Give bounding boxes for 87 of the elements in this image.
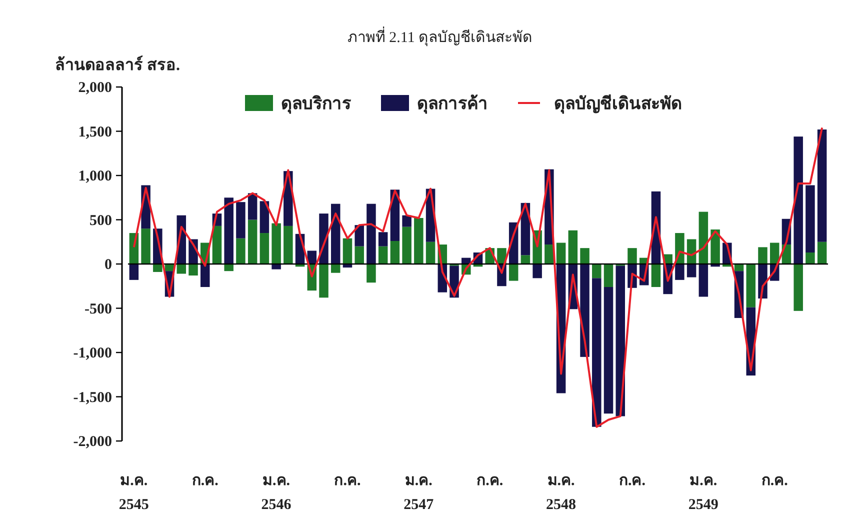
bar xyxy=(616,266,625,416)
x-tick-label: ม.ค. 2549 xyxy=(688,473,718,513)
bar xyxy=(260,233,270,264)
bar xyxy=(592,278,602,427)
x-tick-label: ก.ค. xyxy=(476,473,504,489)
y-tick-label: 0 xyxy=(104,257,112,273)
bar xyxy=(758,247,768,264)
bar xyxy=(378,232,388,246)
y-tick-label: -2,000 xyxy=(73,434,112,450)
y-tick-label: 1,000 xyxy=(78,168,112,184)
bar xyxy=(331,204,340,264)
y-tick-label: 1,500 xyxy=(78,124,112,140)
bar xyxy=(260,201,270,234)
x-tick-label: ม.ค. 2545 xyxy=(118,473,149,513)
bar xyxy=(604,264,614,288)
bar xyxy=(580,248,590,264)
bar xyxy=(272,223,281,264)
x-tick-label: ม.ค. 2548 xyxy=(546,473,576,513)
y-tick-label: -1,000 xyxy=(73,346,112,362)
bar xyxy=(248,193,258,220)
y-axis-title: ล้านดอลลาร์ สรอ. xyxy=(55,55,180,74)
bar xyxy=(746,264,756,308)
bar xyxy=(319,264,328,298)
bar xyxy=(224,264,234,272)
bar xyxy=(568,230,578,264)
bar xyxy=(794,136,803,264)
bar xyxy=(628,248,637,264)
bar xyxy=(806,252,815,264)
bar xyxy=(402,215,412,227)
legend-label: ดุลการค้า xyxy=(417,94,488,114)
x-tick-label: ก.ค. xyxy=(761,473,788,489)
bar xyxy=(331,264,340,273)
bar xyxy=(366,264,376,283)
bar xyxy=(686,264,696,278)
bar xyxy=(794,264,803,311)
bar xyxy=(817,242,827,264)
x-tick-label: ก.ค. xyxy=(334,473,361,489)
bar xyxy=(698,264,708,297)
bar xyxy=(580,264,590,357)
bar xyxy=(402,226,412,264)
bar xyxy=(604,287,614,414)
y-tick-label: -1,500 xyxy=(73,390,112,406)
bar xyxy=(544,244,554,264)
x-tick-label: ม.ค. 2546 xyxy=(261,473,292,513)
bar xyxy=(414,218,424,264)
bar xyxy=(426,242,436,264)
bar xyxy=(236,202,246,238)
bar xyxy=(354,225,364,246)
bar xyxy=(141,228,150,264)
bar xyxy=(508,264,518,281)
bar xyxy=(592,264,602,278)
legend-label: ดุลบริการ xyxy=(281,94,352,114)
bar xyxy=(556,242,566,264)
bar xyxy=(806,185,815,252)
bar xyxy=(212,226,222,264)
y-tick-label: -500 xyxy=(84,301,112,318)
chart-title: ภาพที่ 2.11 ดุลบัญชีเดินสะพัด xyxy=(347,26,533,47)
legend-label: ดุลบัญชีเดินสะพัด xyxy=(554,93,682,114)
bar xyxy=(770,242,780,264)
bar xyxy=(200,264,210,288)
bar xyxy=(188,264,198,276)
bar xyxy=(236,238,246,264)
bar xyxy=(520,255,530,264)
bar xyxy=(390,240,400,264)
bar xyxy=(354,246,364,264)
bar xyxy=(651,264,661,288)
x-tick-label: ก.ค. xyxy=(618,473,646,489)
bar xyxy=(698,212,708,264)
bar xyxy=(129,264,139,280)
bar xyxy=(153,264,162,272)
bar xyxy=(272,264,281,270)
bar xyxy=(675,264,684,280)
bar xyxy=(176,264,186,274)
bar xyxy=(248,220,258,264)
bar xyxy=(817,129,827,242)
x-tick-label: ก.ค. xyxy=(192,473,219,489)
bar xyxy=(342,238,352,264)
bar xyxy=(224,198,234,264)
bar xyxy=(532,264,542,278)
bar xyxy=(378,246,388,264)
x-tick-label: ม.ค. 2547 xyxy=(404,473,434,513)
bar xyxy=(710,229,720,264)
bar xyxy=(307,250,317,264)
y-tick-label: 2,000 xyxy=(78,80,112,96)
bar xyxy=(366,204,376,264)
y-tick-label: 500 xyxy=(90,212,112,229)
bar xyxy=(284,226,293,264)
